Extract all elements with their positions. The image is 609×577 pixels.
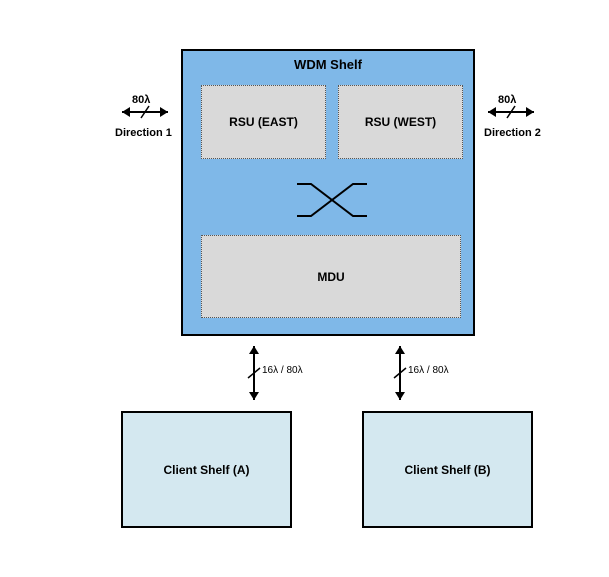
wdm-shelf-title: WDM Shelf (183, 57, 473, 72)
rsu-east-box: RSU (EAST) (201, 85, 326, 159)
client-shelf-b: Client Shelf (B) (362, 411, 533, 528)
cross-connect-icon (297, 180, 367, 220)
direction-2-label: Direction 2 (484, 127, 541, 139)
client-shelf-a: Client Shelf (A) (121, 411, 292, 528)
client-b-connector-label: 16λ / 80λ (408, 365, 449, 376)
mdu-box: MDU (201, 235, 461, 318)
direction-1-lambda-label: 80λ (132, 94, 150, 106)
direction-2-lambda-label: 80λ (498, 94, 516, 106)
rsu-west-box: RSU (WEST) (338, 85, 463, 159)
direction-1-label: Direction 1 (115, 127, 172, 139)
client-a-connector-label: 16λ / 80λ (262, 365, 303, 376)
wdm-shelf: WDM Shelf RSU (EAST)RSU (WEST) MDU (181, 49, 475, 336)
